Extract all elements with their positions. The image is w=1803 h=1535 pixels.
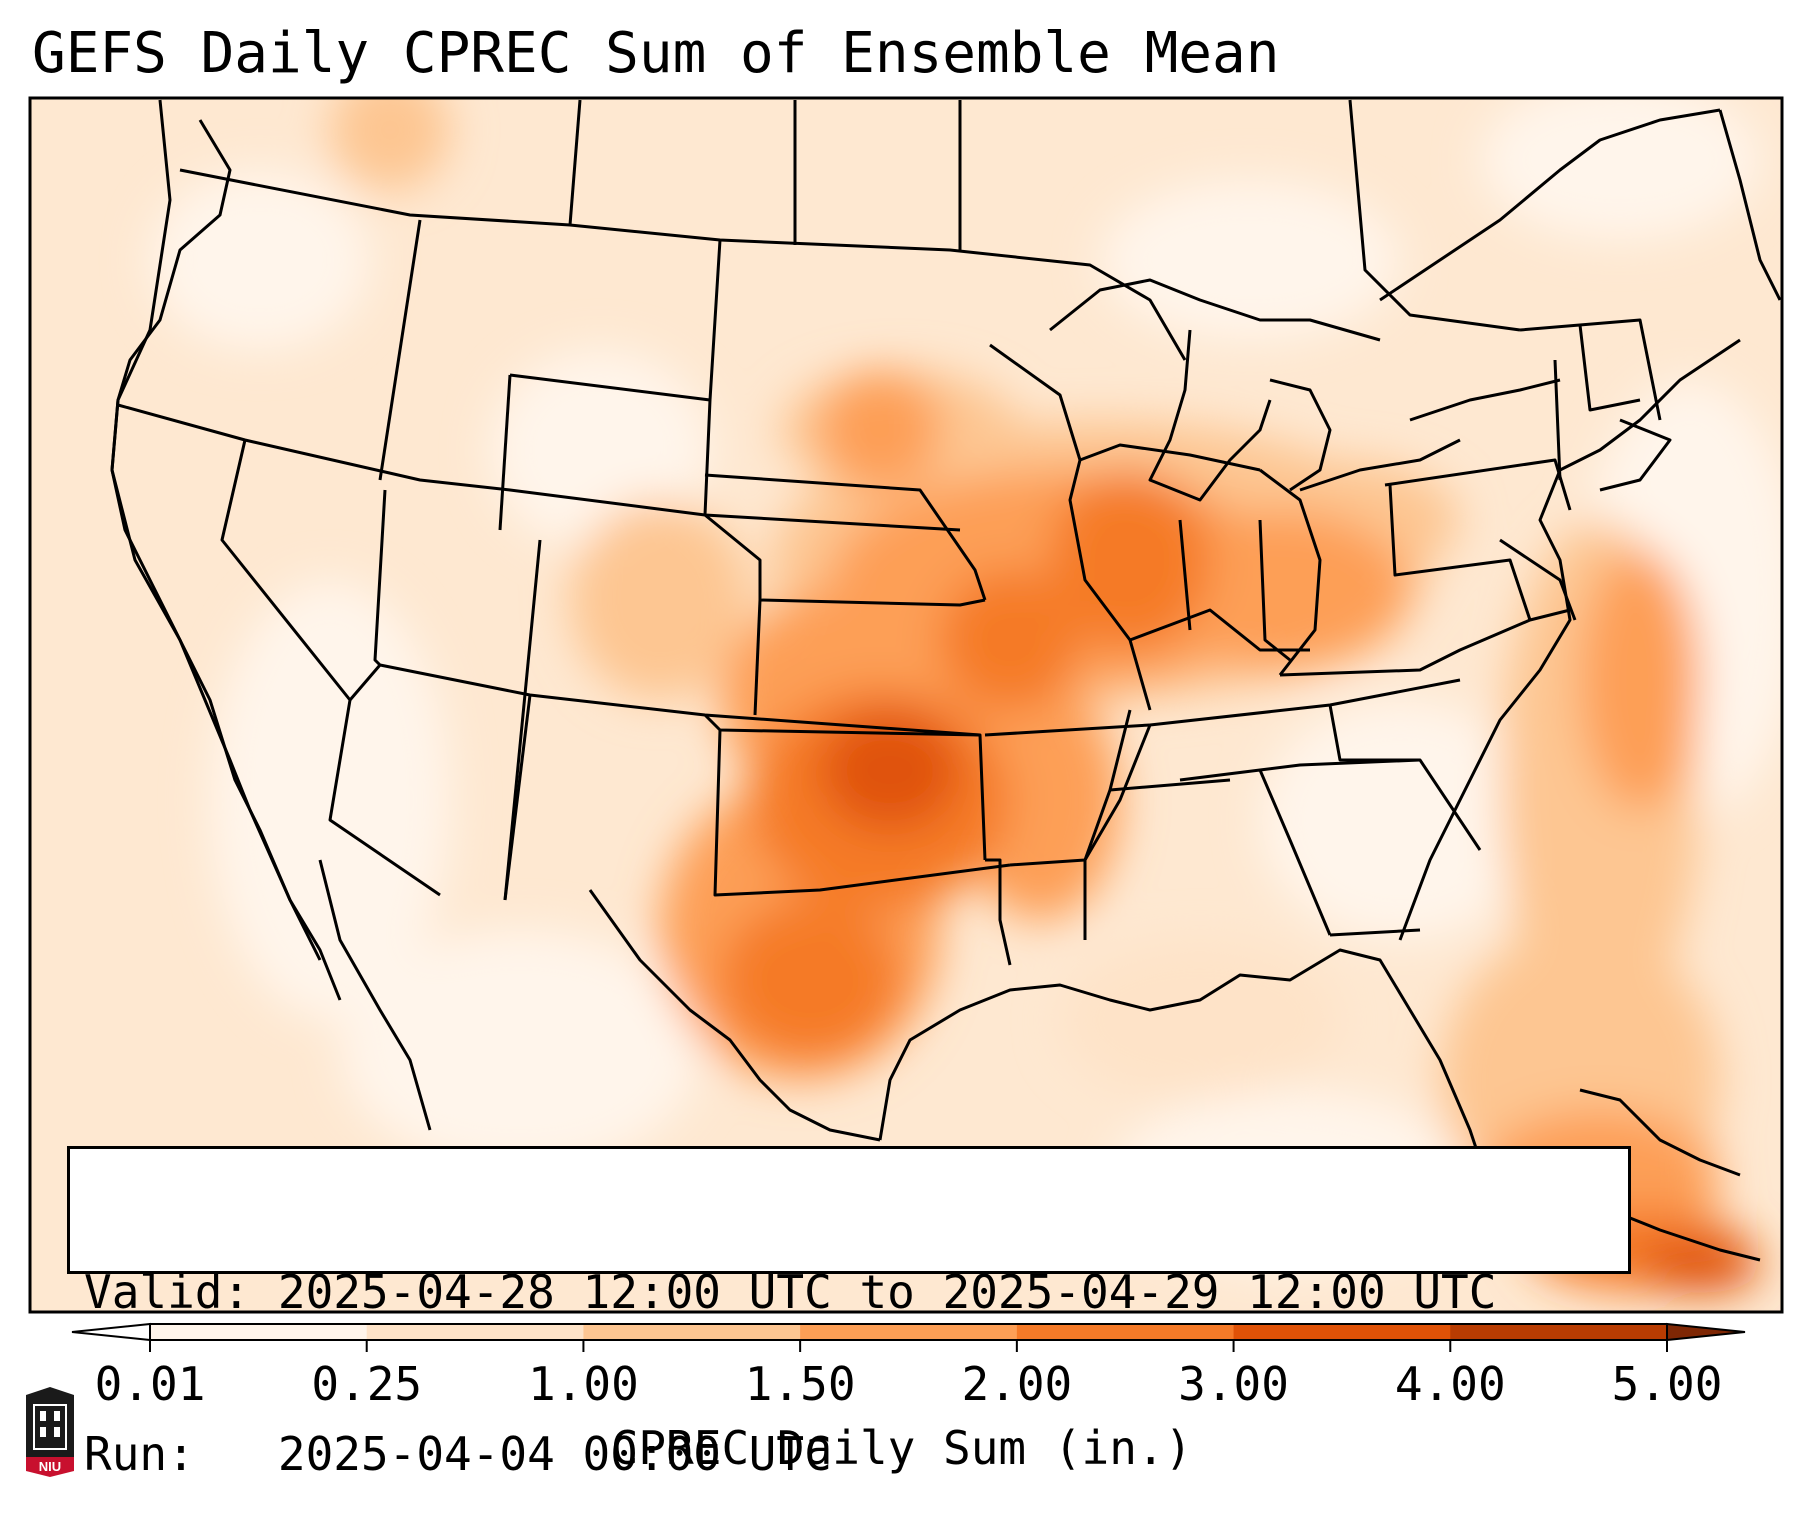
colorbar-tick-label: 4.00 — [1394, 1357, 1506, 1411]
colorbar-segment — [1450, 1324, 1668, 1340]
valid-value: 2025-04-28 12:00 UTC to 2025-04-29 12:00… — [277, 1265, 1497, 1319]
map-title: GEFS Daily CPREC Sum of Ensemble Mean — [32, 21, 1280, 86]
colorbar-segment — [150, 1324, 368, 1340]
colorbar — [71, 1322, 1746, 1352]
colorbar-segment — [366, 1324, 584, 1340]
info-box: Valid: 2025-04-28 12:00 UTC to 2025-04-2… — [67, 1146, 1631, 1481]
colorbar-frame — [149, 1323, 1668, 1341]
colorbar-tick-label: 2.00 — [961, 1357, 1073, 1411]
precipitation-map — [28, 96, 1784, 1352]
valid-label: Valid: — [84, 1265, 251, 1319]
colorbar-tick-label: 1.50 — [744, 1357, 856, 1411]
colorbar-segment — [583, 1324, 801, 1340]
colorbar-tick-label: 1.00 — [528, 1357, 639, 1411]
colorbar-tick-label: 0.25 — [311, 1357, 423, 1411]
precip-field — [150, 98, 1782, 1293]
niu-logo: NIU — [26, 1387, 74, 1477]
colorbar-segment — [800, 1324, 1018, 1340]
map-frame — [28, 96, 1784, 1314]
colorbar-tick-label: 3.00 — [1178, 1357, 1289, 1411]
colorbar-label: CPREC Daily Sum (in.) — [610, 1421, 1193, 1475]
niu-logo-text: NIU — [39, 1459, 61, 1474]
valid-line: Valid: 2025-04-28 12:00 UTC to 2025-04-2… — [84, 1265, 1614, 1319]
colorbar-tick-label: 5.00 — [1611, 1357, 1723, 1411]
run-value: 2025-04-04 00:00 UTC — [277, 1427, 832, 1481]
coastlines — [110, 108, 1782, 1262]
run-line: Run: 2025-04-04 00:00 UTC — [84, 1427, 1614, 1481]
run-label: Run: — [84, 1427, 195, 1481]
colorbar-tick-label: 0.01 — [94, 1357, 206, 1411]
colorbar-over-extend — [1666, 1322, 1746, 1342]
colorbar-segment — [1233, 1324, 1451, 1340]
colorbar-segment — [1016, 1324, 1235, 1340]
